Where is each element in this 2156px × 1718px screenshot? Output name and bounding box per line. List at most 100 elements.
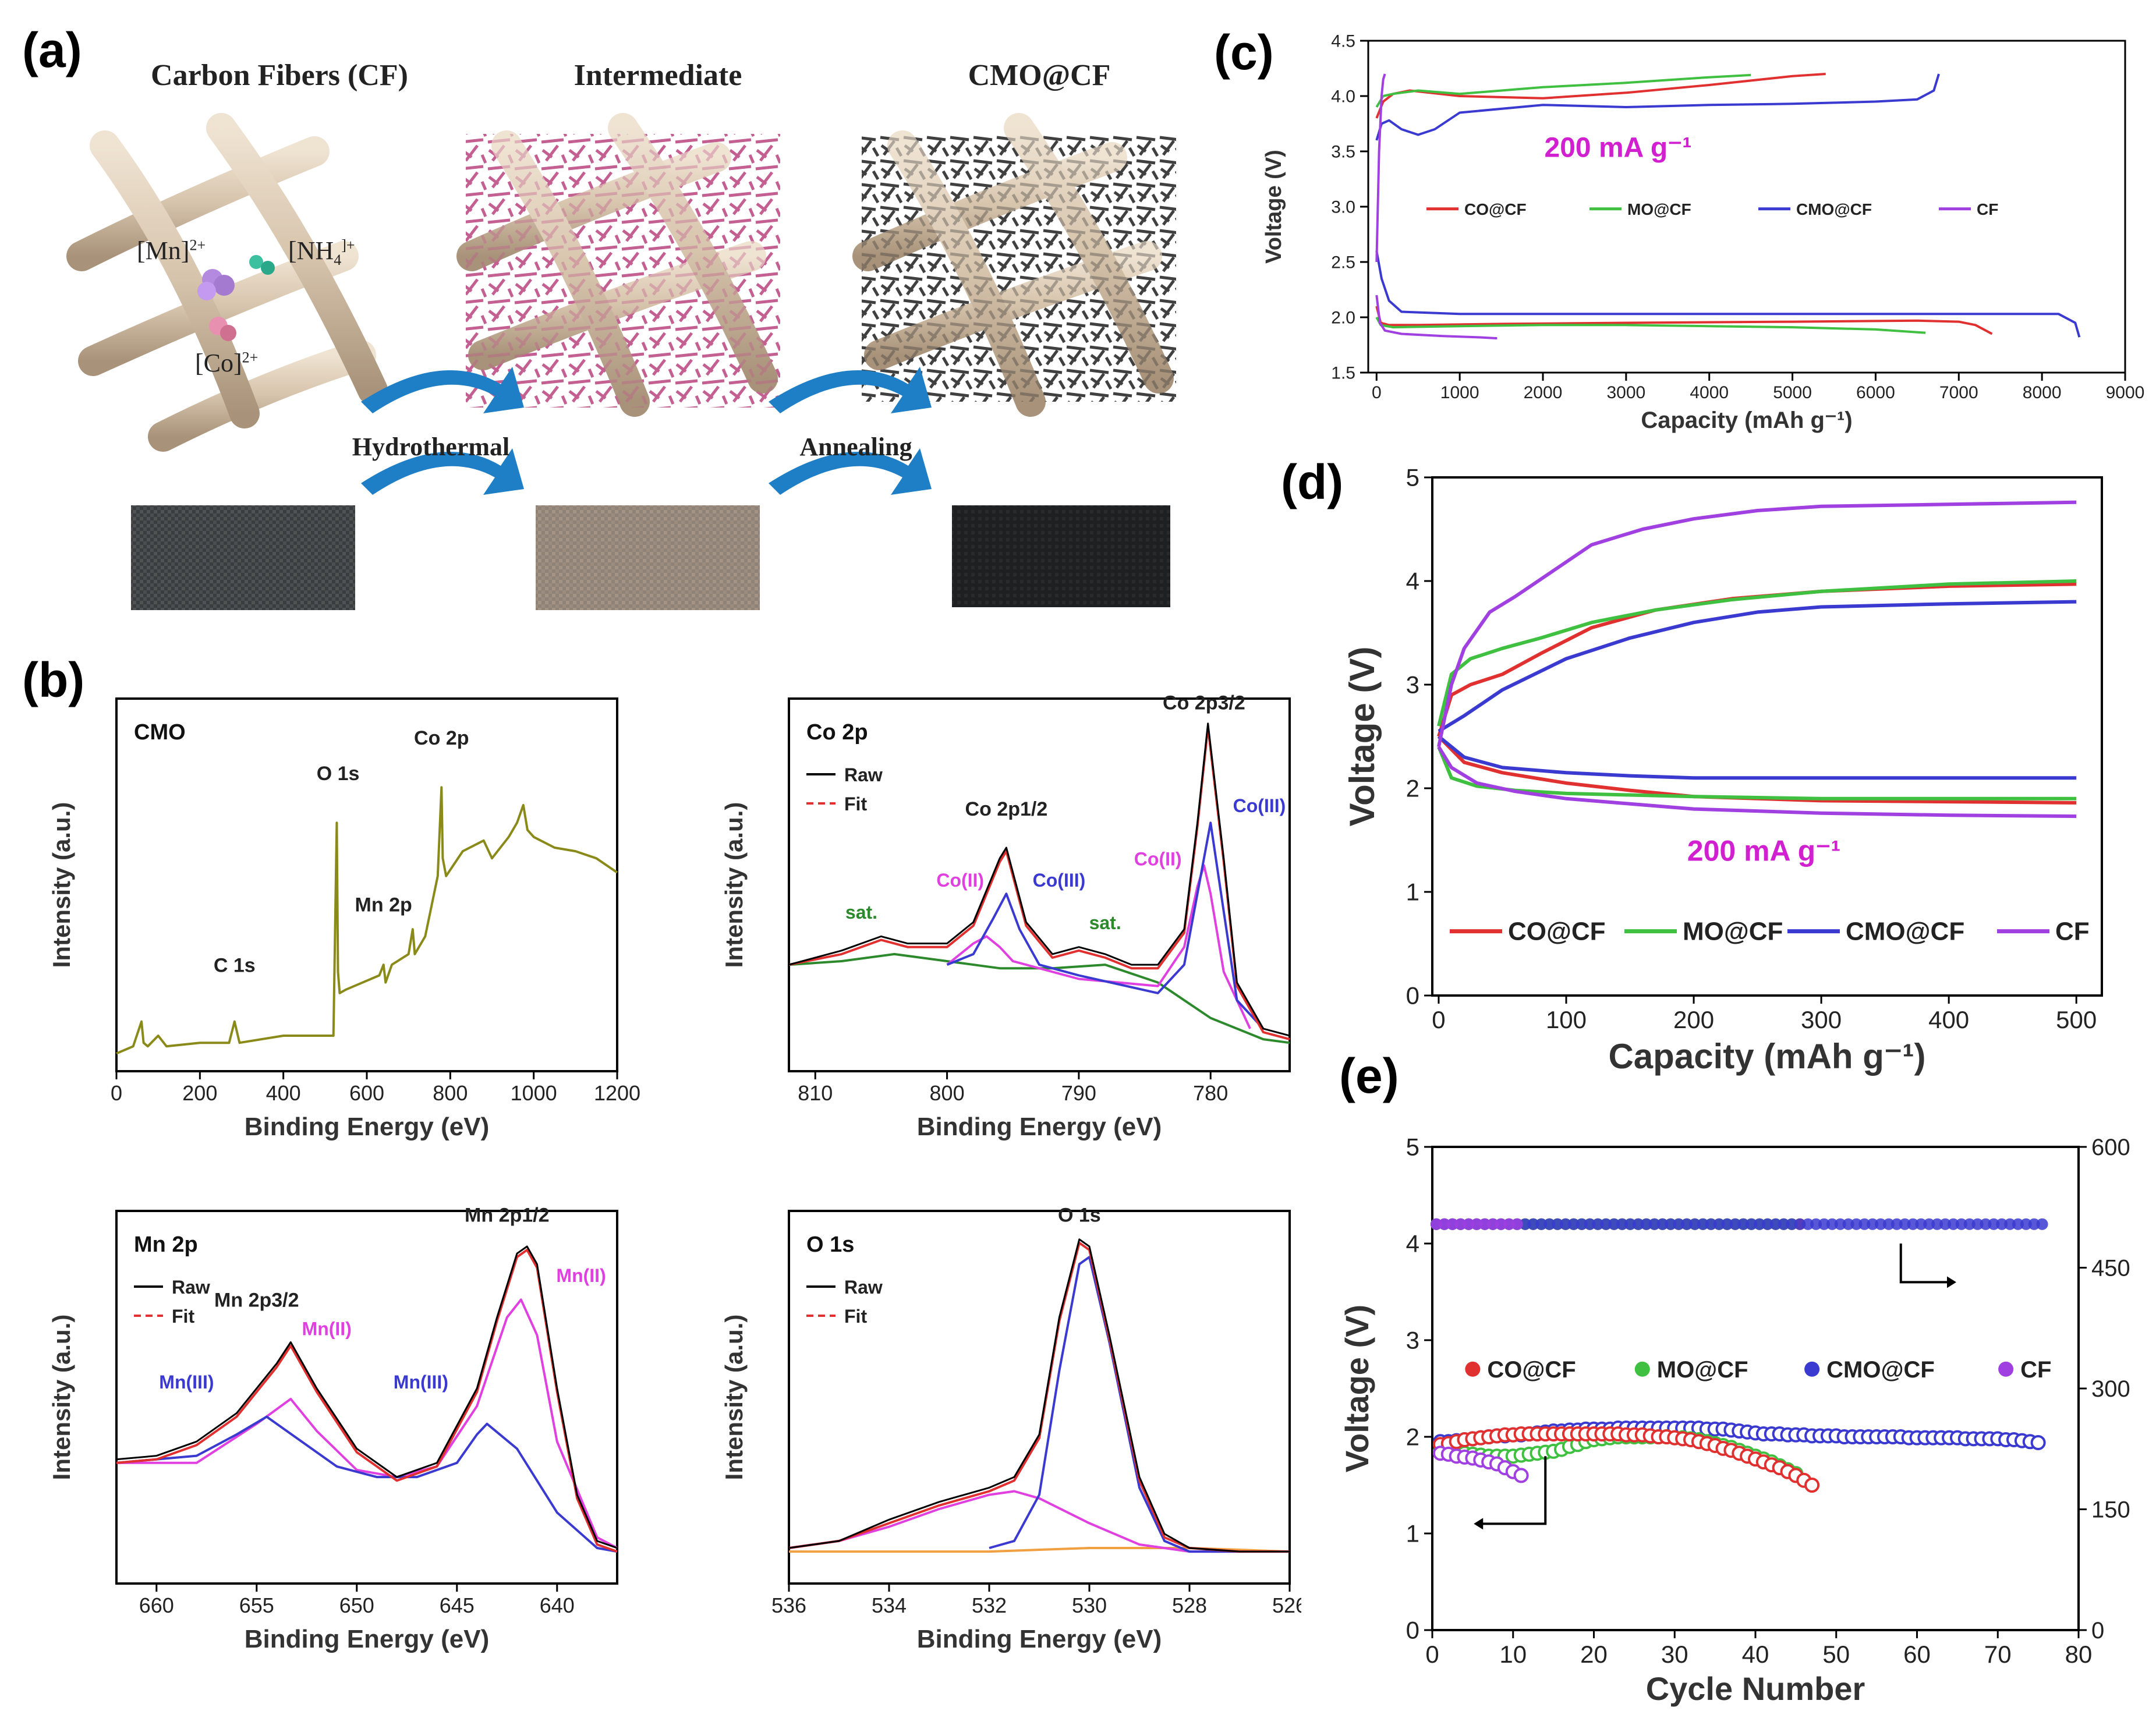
legend-label-raw: Raw — [172, 1277, 210, 1298]
x-tick-label: 1200 — [594, 1081, 640, 1105]
x-tick-label: 300 — [1801, 1006, 1842, 1033]
top-marker — [1640, 1218, 1652, 1230]
legend-label: CO@CF — [1508, 918, 1606, 946]
series-line — [1375, 317, 1926, 334]
series-line — [1437, 735, 2077, 805]
y-axis-title: Voltage (V) — [1343, 647, 1382, 827]
series-line — [116, 1245, 618, 1549]
top-marker — [1867, 1218, 1879, 1230]
x-tick-label: 800 — [930, 1081, 965, 1105]
peak-label-sat-b: sat. — [1089, 912, 1121, 933]
x-tick-label: 500 — [2056, 1006, 2097, 1033]
series-line — [1375, 73, 1940, 141]
x-tick-label: 0 — [1425, 1641, 1439, 1668]
top-marker — [1713, 1218, 1725, 1230]
x-tick-label: 526 — [1272, 1593, 1301, 1617]
series-line — [788, 722, 1290, 1037]
legend-label-raw: Raw — [844, 764, 883, 785]
series-line — [1375, 306, 1993, 335]
x-tick-label: 70 — [1984, 1641, 2012, 1668]
series-line — [989, 1256, 1240, 1553]
top-marker — [1608, 1218, 1620, 1230]
peak-label-co2p: Co 2p — [414, 727, 469, 749]
rate-annotation: 200 mA g⁻¹ — [1687, 835, 1841, 867]
top-marker — [1495, 1218, 1507, 1230]
peak-label-co2p12: Co 2p1/2 — [965, 798, 1048, 820]
x-axis-title: Capacity (mAh g⁻¹) — [1641, 408, 1852, 433]
top-marker — [1891, 1218, 1903, 1230]
y-tick-label: 2.0 — [1331, 309, 1355, 328]
y-axis-title: Intensity (a.u.) — [720, 1315, 748, 1480]
y-axis-title: Voltage (V) — [1339, 1305, 1375, 1472]
series-line — [1437, 746, 2077, 819]
x-tick-label: 0 — [1372, 383, 1382, 402]
top-marker — [1600, 1218, 1612, 1230]
top-marker — [1487, 1218, 1499, 1230]
top-marker — [1471, 1218, 1483, 1230]
top-marker — [1656, 1218, 1669, 1230]
series-line — [1438, 735, 2077, 780]
top-marker — [1858, 1218, 1871, 1230]
top-marker — [1632, 1218, 1644, 1230]
schematic-title-cmo: CMO@CF — [968, 59, 1111, 92]
series-line — [946, 864, 1251, 1029]
x-tick-label: 0 — [111, 1081, 122, 1105]
top-marker — [1907, 1218, 1919, 1230]
legend-marker — [1465, 1361, 1481, 1377]
y-tick-label: 0 — [1406, 982, 1419, 1009]
y-axis-title: Intensity (a.u.) — [720, 802, 748, 968]
top-marker — [1834, 1218, 1846, 1230]
legend-marker — [1634, 1361, 1650, 1377]
series-line — [946, 821, 1265, 1030]
xps-o1s-chart: 536 534 532 530 528 526 Binding Energy (eV) Int… — [720, 1204, 1301, 1653]
y-tick-label: 1.5 — [1331, 364, 1355, 383]
x-tick-label: 40 — [1742, 1641, 1769, 1668]
top-marker — [1616, 1218, 1628, 1230]
y-tick-label: 5 — [1406, 464, 1419, 491]
top-marker — [1454, 1218, 1467, 1230]
x-tick-label: 0 — [1432, 1006, 1445, 1033]
top-marker — [1567, 1218, 1580, 1230]
annealing-arrows — [769, 367, 932, 495]
series-line — [1375, 73, 1751, 108]
x-tick-label: 5000 — [1773, 383, 1812, 402]
carbon-fiber-mesh — [66, 113, 388, 452]
legend-label-fit: Fit — [844, 1306, 867, 1327]
x-tick-label: 80 — [2065, 1641, 2093, 1668]
x-tick-label: 645 — [440, 1593, 475, 1617]
y-axis-title: Intensity (a.u.) — [48, 802, 75, 968]
y-tick-label: 3.0 — [1331, 198, 1355, 217]
cmo-cf-mesh — [852, 113, 1176, 417]
top-marker — [2036, 1218, 2048, 1230]
synthesis-schematic — [66, 113, 1176, 610]
x-tick-label: 800 — [433, 1081, 468, 1105]
top-marker — [1479, 1218, 1491, 1230]
series-line — [1375, 250, 2081, 338]
ion-label-nh4: [NH4]+ — [288, 236, 355, 268]
xps-survey-chart: 0 200 400 600 800 1000 1200 Binding Energy (eV)… — [48, 697, 640, 1141]
top-marker — [1753, 1218, 1765, 1230]
top-marker — [1430, 1218, 1442, 1230]
chart-title: CMO — [134, 720, 186, 745]
panel-label-c: (c) — [1214, 25, 1274, 80]
x-tick-label: 10 — [1499, 1641, 1527, 1668]
top-marker — [2020, 1218, 2032, 1230]
x-axis-title: Binding Energy (eV) — [917, 1625, 1162, 1653]
legend-label: CMO@CF — [1826, 1357, 1935, 1383]
top-marker — [1705, 1218, 1717, 1230]
series-line — [1437, 579, 2077, 727]
rate-annotation: 200 mA g⁻¹ — [1545, 133, 1692, 164]
top-marker — [1576, 1218, 1588, 1230]
top-marker — [1527, 1218, 1539, 1230]
x-tick-label: 60 — [1903, 1641, 1931, 1668]
x-tick-label: 7000 — [1939, 383, 1978, 402]
peak-label-mn2p32: Mn 2p3/2 — [214, 1290, 299, 1312]
top-marker — [1899, 1218, 1911, 1230]
top-marker — [1988, 1218, 2000, 1230]
x-tick-label: 100 — [1546, 1006, 1587, 1033]
top-marker — [1996, 1218, 2008, 1230]
voltage-marker — [1804, 1478, 1820, 1493]
series-line — [1437, 500, 2077, 748]
x-tick-label: 50 — [1822, 1641, 1850, 1668]
top-marker — [1535, 1218, 1548, 1230]
